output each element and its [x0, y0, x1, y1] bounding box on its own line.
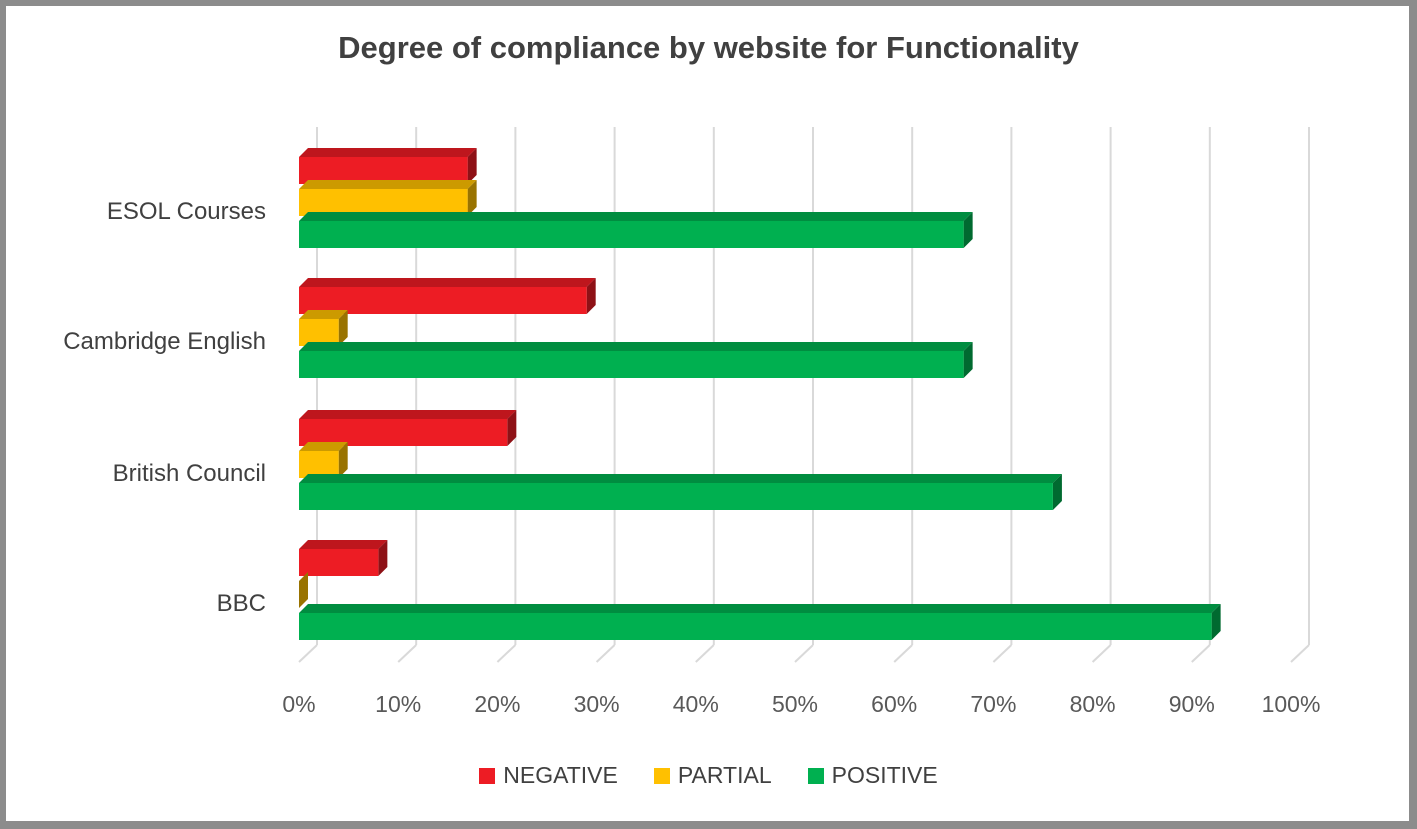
gridline-floor	[794, 644, 814, 663]
bar-top-face	[299, 310, 348, 319]
chart-title: Degree of compliance by website for Func…	[338, 30, 1079, 65]
gridline-floor	[1290, 644, 1310, 663]
bar-side-face	[507, 410, 517, 446]
gridline-floor	[1191, 644, 1211, 663]
bar-top-face	[299, 342, 973, 351]
bar-top-face	[299, 474, 1062, 483]
bar-top-face	[299, 180, 477, 189]
gridline-floor	[496, 644, 517, 663]
y-category-label: British Council	[113, 460, 266, 487]
bar-side-face	[467, 180, 477, 216]
bar-side-face	[338, 310, 348, 346]
gridline-floor	[992, 644, 1013, 663]
bar-top-face	[299, 604, 1221, 613]
x-tick-label: 20%	[474, 691, 520, 717]
gridline-floor	[893, 644, 913, 663]
bar-top-face	[299, 212, 973, 221]
legend-label-partial: PARTIAL	[677, 762, 772, 788]
gridline-floor	[298, 644, 318, 663]
bar-positive-british-council	[299, 483, 1053, 510]
bar-side-face	[963, 342, 973, 378]
x-tick-label: 80%	[1070, 691, 1116, 717]
legend-label-positive: POSITIVE	[831, 762, 938, 788]
bar-partial-cambridge-english	[299, 319, 339, 346]
gridline-floor	[397, 644, 417, 663]
legend-swatch-negative	[479, 767, 496, 784]
bar-side-face	[1052, 474, 1062, 510]
bar-side-face	[1211, 604, 1221, 640]
gridline-floor	[595, 644, 616, 663]
bar-side-face	[299, 572, 308, 608]
bar-positive-bbc	[299, 613, 1212, 640]
bar-top-face	[299, 148, 477, 157]
bar-side-face	[467, 148, 477, 184]
gridline-floor	[695, 644, 715, 663]
bar-positive-cambridge-english	[299, 351, 964, 378]
legend-swatch-positive	[807, 767, 824, 784]
x-tick-label: 30%	[574, 691, 620, 717]
legend-label-negative: NEGATIVE	[503, 762, 618, 788]
bar-positive-esol-courses	[299, 221, 964, 248]
bar-negative-bbc	[299, 549, 379, 576]
gridline-floor	[1091, 644, 1112, 663]
bar-side-face	[338, 442, 348, 478]
bar-partial-british-council	[299, 451, 339, 478]
x-tick-label: 50%	[772, 691, 818, 717]
legend: NEGATIVE PARTIAL POSITIVE	[0, 762, 1417, 789]
bar-negative-esol-courses	[299, 157, 468, 184]
bar-side-face	[586, 278, 596, 314]
legend-item-negative: NEGATIVE	[479, 762, 618, 789]
x-tick-label: 90%	[1169, 691, 1215, 717]
bar-top-face	[299, 278, 596, 287]
x-tick-label: 60%	[871, 691, 917, 717]
bar-side-face	[378, 540, 388, 576]
legend-item-partial: PARTIAL	[653, 762, 772, 789]
bar-top-face	[299, 540, 388, 549]
bar-negative-british-council	[299, 419, 508, 446]
x-tick-label: 40%	[673, 691, 719, 717]
y-category-label: BBC	[217, 590, 266, 617]
x-tick-label: 100%	[1262, 691, 1321, 717]
bar-side-face	[963, 212, 973, 248]
bar-partial-esol-courses	[299, 189, 468, 216]
x-tick-label: 0%	[282, 691, 315, 717]
legend-swatch-partial	[653, 767, 670, 784]
x-tick-label: 70%	[970, 691, 1016, 717]
bar-negative-cambridge-english	[299, 287, 587, 314]
x-tick-label: 10%	[375, 691, 421, 717]
chart-frame	[6, 6, 1409, 821]
legend-item-positive: POSITIVE	[807, 762, 938, 789]
y-category-label: ESOL Courses	[107, 198, 266, 225]
bar-top-face	[299, 410, 517, 419]
y-category-label: Cambridge English	[63, 328, 266, 355]
bar-top-face	[299, 442, 348, 451]
